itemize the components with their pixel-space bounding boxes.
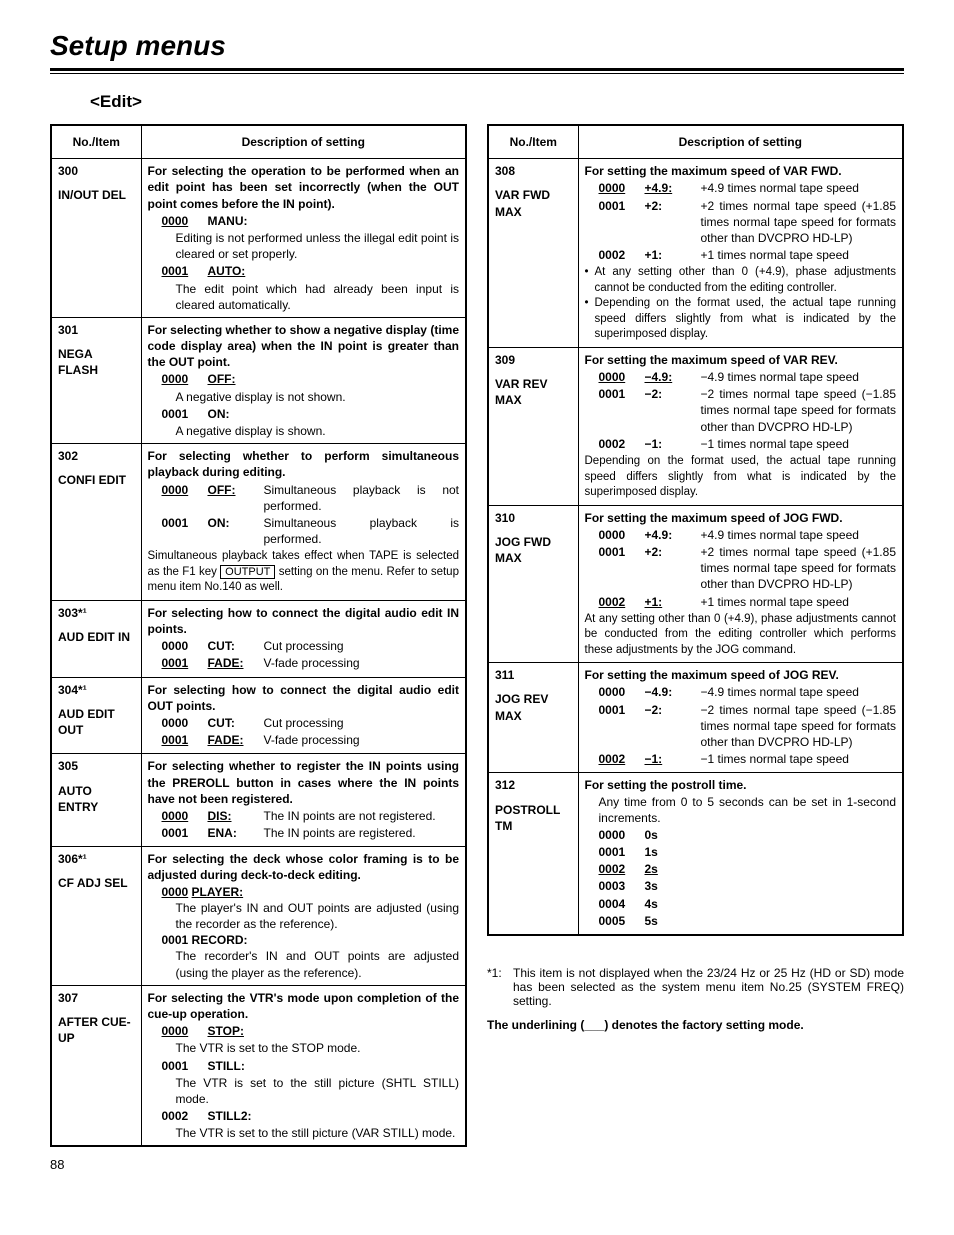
- right-column: No./Item Description of setting 308VAR F…: [487, 124, 904, 1032]
- title-rule: [50, 68, 904, 74]
- table-row: 307AFTER CUE-UP For selecting the VTR's …: [51, 985, 466, 1146]
- left-table: No./Item Description of setting 300IN/OU…: [50, 124, 467, 1147]
- page-number: 88: [50, 1157, 904, 1172]
- columns: No./Item Description of setting 300IN/OU…: [50, 124, 904, 1147]
- col-header-desc: Description of setting: [578, 125, 903, 159]
- footnote-underline: The underlining (___) denotes the factor…: [487, 1018, 904, 1032]
- table-row: 306*¹CF ADJ SEL For selecting the deck w…: [51, 847, 466, 986]
- right-table: No./Item Description of setting 308VAR F…: [487, 124, 904, 936]
- table-row: 310JOG FWD MAX For setting the maximum s…: [488, 505, 903, 663]
- table-row: 305AUTO ENTRY For selecting whether to r…: [51, 754, 466, 847]
- footnotes: *1: This item is not displayed when the …: [487, 966, 904, 1032]
- table-row: 304*¹AUD EDIT OUT For selecting how to c…: [51, 677, 466, 754]
- col-header-desc: Description of setting: [141, 125, 466, 159]
- table-row: 300IN/OUT DEL For selecting the operatio…: [51, 159, 466, 318]
- section-heading: <Edit>: [90, 92, 904, 112]
- table-row: 311JOG REV MAX For setting the maximum s…: [488, 663, 903, 773]
- footnote-tag: *1:: [487, 966, 513, 1008]
- table-row: 312POSTROLL TM For setting the postroll …: [488, 773, 903, 935]
- left-column: No./Item Description of setting 300IN/OU…: [50, 124, 467, 1147]
- page-title: Setup menus: [50, 30, 904, 62]
- table-row: 308VAR FWD MAX For setting the maximum s…: [488, 159, 903, 348]
- table-row: 309VAR REV MAX For setting the maximum s…: [488, 347, 903, 505]
- table-row: 301NEGA FLASH For selecting whether to s…: [51, 317, 466, 443]
- table-row: 303*¹AUD EDIT IN For selecting how to co…: [51, 600, 466, 677]
- col-header-no: No./Item: [488, 125, 578, 159]
- col-header-no: No./Item: [51, 125, 141, 159]
- footnote-text: This item is not displayed when the 23/2…: [513, 966, 904, 1008]
- table-row: 302CONFI EDIT For selecting whether to p…: [51, 444, 466, 601]
